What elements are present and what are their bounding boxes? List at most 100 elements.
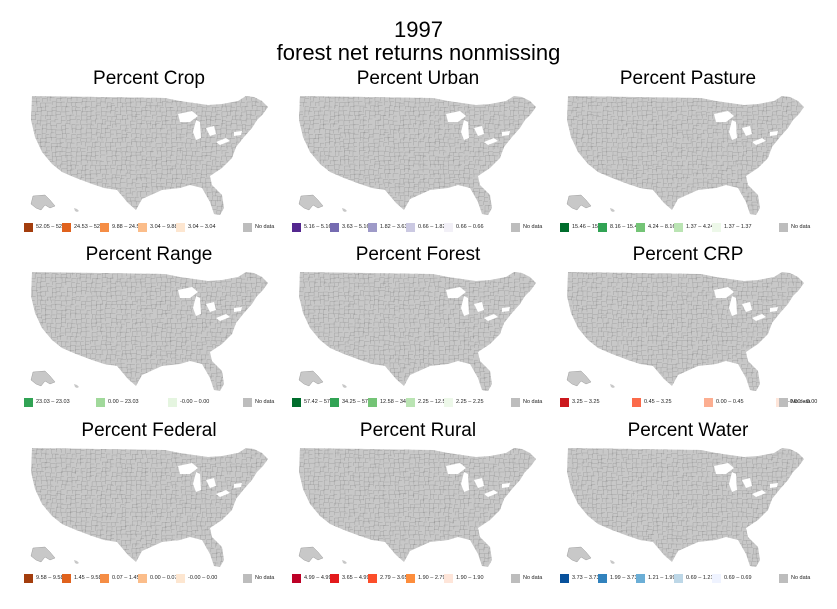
legend-swatch <box>243 223 252 232</box>
legend-swatch <box>100 574 109 583</box>
legend-label: 57.42 – 57.42 <box>304 399 338 405</box>
legend-swatch <box>779 398 788 407</box>
hawaii-inset <box>610 560 615 564</box>
legend-label: 1.90 – 1.90 <box>456 575 484 581</box>
legend-label: 1.37 – 1.37 <box>724 224 752 230</box>
panel-title-percent-federal: Percent Federal <box>81 420 217 441</box>
hawaii-inset <box>610 384 615 388</box>
lake-2 <box>729 296 737 316</box>
lake-2 <box>461 120 469 140</box>
legend-label: 15.46 – 15.46 <box>572 224 606 230</box>
lake-3 <box>742 478 752 488</box>
panel-title-percent-rural: Percent Rural <box>359 420 477 441</box>
legend-swatch <box>176 223 185 232</box>
legend-label: 0.66 – 1.82 <box>418 224 446 230</box>
legend-label: No data <box>523 399 543 405</box>
alaska-inset <box>298 194 324 211</box>
legend-swatch <box>138 223 147 232</box>
legend-label: 0.00 – 0.45 <box>716 399 744 405</box>
legend-swatch <box>100 223 109 232</box>
legend-swatch <box>674 223 683 232</box>
legend-swatch <box>560 223 569 232</box>
contiguous-us-shape <box>567 448 804 567</box>
alaska-inset <box>30 194 56 211</box>
legend-swatch <box>560 574 569 583</box>
legend-label: 23.03 – 23.03 <box>36 399 70 405</box>
legend-swatch <box>444 398 453 407</box>
lake-5 <box>502 131 510 136</box>
lake-4 <box>484 138 498 145</box>
legend-percent-forest: 57.42 – 57.42 34.25 – 57.42 12.58 – 34.25 2… <box>292 397 542 409</box>
legend-swatch <box>560 398 569 407</box>
legend-label: 2.25 – 2.25 <box>456 399 484 405</box>
legend-swatch <box>292 574 301 583</box>
lake-4 <box>216 138 230 145</box>
legend-label: 4.24 – 8.16 <box>648 224 676 230</box>
lake-5 <box>770 483 778 488</box>
legend-swatch <box>368 223 377 232</box>
us-map-3 <box>30 272 268 391</box>
legend-swatch <box>330 223 339 232</box>
lake-5 <box>502 307 510 312</box>
legend-swatch <box>24 398 33 407</box>
legend-label: 1.45 – 9.58 <box>74 575 102 581</box>
hawaii-inset <box>342 384 347 388</box>
legend-swatch <box>138 574 147 583</box>
figure-title-year: 1997 <box>394 17 443 42</box>
lake-4 <box>216 490 230 497</box>
legend-swatch <box>243 398 252 407</box>
legend-swatch <box>168 398 177 407</box>
lake-4 <box>216 314 230 321</box>
legend-percent-pasture: 15.46 – 15.46 8.16 – 15.46 4.24 – 8.16 1.37… <box>560 222 810 234</box>
legend-percent-water: 3.73 – 3.73 1.99 – 3.73 1.21 – 1.99 0.69 – … <box>560 573 810 585</box>
legend-percent-urban: 5.16 – 5.16 3.63 – 5.16 1.82 – 3.63 0.66 – … <box>292 222 542 234</box>
legend-label: 1.82 – 3.63 <box>380 224 408 230</box>
legend-label: 3.04 – 3.04 <box>188 224 216 230</box>
us-map-5 <box>566 272 804 391</box>
map-percent-range <box>30 268 275 398</box>
legend-swatch <box>406 223 415 232</box>
lake-1 <box>178 287 198 298</box>
legend-label: 0.45 – 3.25 <box>644 399 672 405</box>
lake-2 <box>461 472 469 492</box>
lake-5 <box>234 483 242 488</box>
legend-label: No data <box>523 224 543 230</box>
legend-percent-federal: 9.58 – 9.58 1.45 – 9.58 0.07 – 1.45 0.00 – … <box>24 573 274 585</box>
panel-title-percent-urban: Percent Urban <box>356 68 480 89</box>
lake-4 <box>484 314 498 321</box>
contiguous-us-shape <box>31 272 268 391</box>
legend-label: 0.00 – 23.03 <box>108 399 139 405</box>
legend-label: No data <box>523 575 543 581</box>
hawaii-inset <box>74 560 79 564</box>
legend-label: 9.58 – 9.58 <box>36 575 64 581</box>
hawaii-inset <box>74 384 79 388</box>
lake-2 <box>193 296 201 316</box>
legend-swatch <box>292 223 301 232</box>
us-map-0 <box>30 96 268 215</box>
lake-5 <box>770 131 778 136</box>
legend-label: 3.63 – 5.16 <box>342 224 370 230</box>
us-map-8 <box>566 448 804 567</box>
legend-percent-range: 23.03 – 23.03 0.00 – 23.03 -0.00 – 0.00 No … <box>24 397 274 409</box>
legend-swatch <box>511 223 520 232</box>
lake-1 <box>178 463 198 474</box>
legend-swatch <box>24 574 33 583</box>
legend-label: 24.53 – 52.05 <box>74 224 108 230</box>
hawaii-inset <box>342 560 347 564</box>
contiguous-us-shape <box>299 272 536 391</box>
legend-label: 0.07 – 1.45 <box>112 575 140 581</box>
legend-label: 34.25 – 57.42 <box>342 399 376 405</box>
legend-swatch <box>444 223 453 232</box>
us-map-2 <box>566 96 804 215</box>
legend-label: 3.73 – 3.73 <box>572 575 600 581</box>
lake-4 <box>484 490 498 497</box>
legend-percent-rural: 4.99 – 4.99 3.65 – 4.99 2.79 – 3.65 1.90 – … <box>292 573 542 585</box>
legend-label: 1.21 – 1.99 <box>648 575 676 581</box>
legend-label: No data <box>791 399 811 405</box>
legend-swatch <box>632 398 641 407</box>
legend-swatch <box>292 398 301 407</box>
lake-4 <box>752 490 766 497</box>
alaska-inset <box>566 194 592 211</box>
map-percent-forest <box>298 268 543 398</box>
lake-5 <box>234 131 242 136</box>
